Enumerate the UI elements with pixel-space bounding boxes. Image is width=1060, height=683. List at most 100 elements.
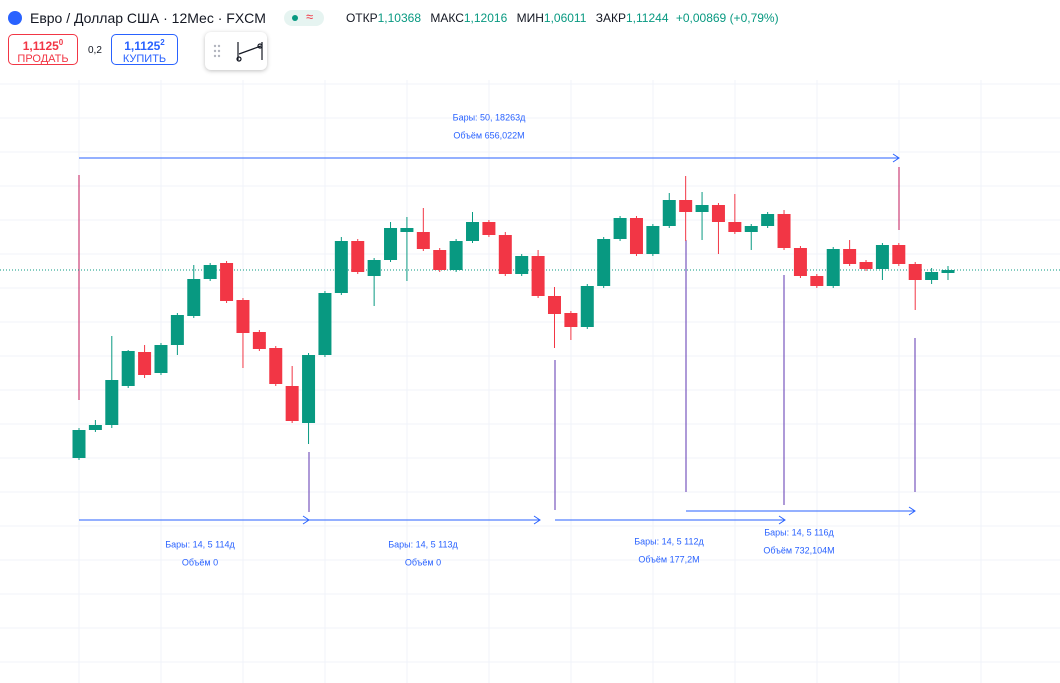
candle-body <box>72 430 86 458</box>
candle-body <box>662 200 676 226</box>
candle-body <box>711 205 725 222</box>
symbol-title[interactable]: Евро / Доллар США · 12Мес · FXCM <box>30 10 266 26</box>
candle-body <box>170 315 184 345</box>
candle-body <box>269 348 283 384</box>
candle-body <box>138 352 152 375</box>
candle-body <box>203 265 217 279</box>
measure-volume: Объём 656,022M <box>453 130 524 140</box>
candle-body <box>810 276 824 286</box>
candle-body <box>728 222 742 232</box>
candle-body <box>547 296 561 314</box>
candle-body <box>793 248 807 276</box>
candle-body <box>318 293 332 355</box>
measure-bars: Бары: 14, 5 116д <box>764 527 834 537</box>
value: 1,06011 <box>543 11 587 25</box>
measure-bars: Бары: 50, 18263д <box>453 112 526 122</box>
candle-body <box>580 286 594 327</box>
candle-body <box>384 228 398 260</box>
measure-bars: Бары: 14, 5 113д <box>388 539 458 549</box>
measure-volume: Объём 0 <box>182 557 218 567</box>
candle-body <box>351 241 365 272</box>
value: 1,10368 <box>377 11 421 25</box>
label: МАКС <box>430 11 464 25</box>
candles <box>0 176 1060 460</box>
buy-digit: 2 <box>160 38 165 47</box>
spread: 0,2 <box>88 45 102 56</box>
candle-body <box>88 425 102 430</box>
measure-bars: Бары: 14, 5 112д <box>634 536 704 546</box>
arrow <box>79 515 310 525</box>
candle-body <box>744 226 758 232</box>
measure-volume: Объём 177,2M <box>638 554 699 564</box>
sell-digit: 0 <box>58 38 64 47</box>
candle-body <box>121 351 135 386</box>
candle-body <box>646 226 660 254</box>
arrow <box>555 515 786 525</box>
candle-body <box>433 250 447 270</box>
candle-body <box>531 256 545 296</box>
candle-body <box>449 241 463 270</box>
arrow <box>686 506 916 516</box>
candle-body <box>597 239 611 286</box>
label: ЗАКР <box>595 11 626 25</box>
measure-lines <box>78 153 916 525</box>
sell-button[interactable]: 1,11250 ПРОДАТЬ <box>8 34 78 65</box>
candle-body <box>105 380 119 425</box>
candle-body <box>154 345 168 373</box>
measure-bars: Бары: 14, 5 114д <box>165 539 235 549</box>
candle-body <box>482 222 496 235</box>
sell-label: ПРОДАТЬ <box>17 53 69 65</box>
measure-volume: Объём 0 <box>405 557 441 567</box>
candle-body <box>236 300 250 333</box>
candle-body <box>826 249 840 286</box>
candle-body <box>875 245 889 269</box>
toolbar-icons <box>213 42 263 62</box>
candle-body <box>498 235 512 274</box>
candle-body <box>564 313 578 327</box>
status-pill[interactable]: ≈ <box>283 9 324 26</box>
candle-body <box>859 262 873 269</box>
candle-body <box>367 260 381 276</box>
candle-body <box>400 228 414 232</box>
candle-body <box>187 279 201 316</box>
arrow <box>309 515 541 525</box>
candle-body <box>695 205 709 212</box>
buy-button[interactable]: 1,11252 КУПИТЬ <box>111 34 178 65</box>
buy-price: 1,1125 <box>124 39 161 53</box>
symbol-icon <box>8 11 22 25</box>
candle-body <box>466 222 480 241</box>
ohlc: ОТКР1,10368 МАКС1,12016 МИН1,06011 ЗАКР1… <box>340 11 779 25</box>
candle-body <box>843 249 857 264</box>
candle-body <box>334 241 348 293</box>
label: ОТКР <box>345 11 378 25</box>
candle-body <box>302 355 316 423</box>
candle-body <box>925 272 939 280</box>
candle-body <box>892 245 906 264</box>
candle-body <box>252 332 266 349</box>
candle-body <box>416 232 430 249</box>
value: 1,11244 <box>626 11 669 25</box>
candle-body <box>679 200 693 212</box>
value: 1,12016 <box>463 11 508 25</box>
candle-body <box>761 214 775 226</box>
candle-body <box>908 264 922 280</box>
change: +0,00869 (+0,79%) <box>675 11 779 25</box>
candle-body <box>613 218 627 239</box>
label: МИН <box>516 11 544 25</box>
grid <box>0 80 1060 683</box>
arrow <box>79 153 900 163</box>
candle-body <box>941 270 955 273</box>
sell-price: 1,1125 <box>22 39 59 53</box>
header: Евро / Доллар США · 12Мес · FXCM ≈ ОТКР1… <box>8 8 779 28</box>
measure-arrows <box>79 153 916 525</box>
candle-body <box>515 256 529 274</box>
candle-body <box>629 218 643 254</box>
measure-volume: Объём 732,104M <box>763 545 834 555</box>
candle-body <box>220 263 234 301</box>
buy-label: КУПИТЬ <box>122 53 167 65</box>
candle-body <box>285 386 299 421</box>
candle-body <box>777 214 791 248</box>
drawing-toolbar[interactable] <box>205 32 267 70</box>
